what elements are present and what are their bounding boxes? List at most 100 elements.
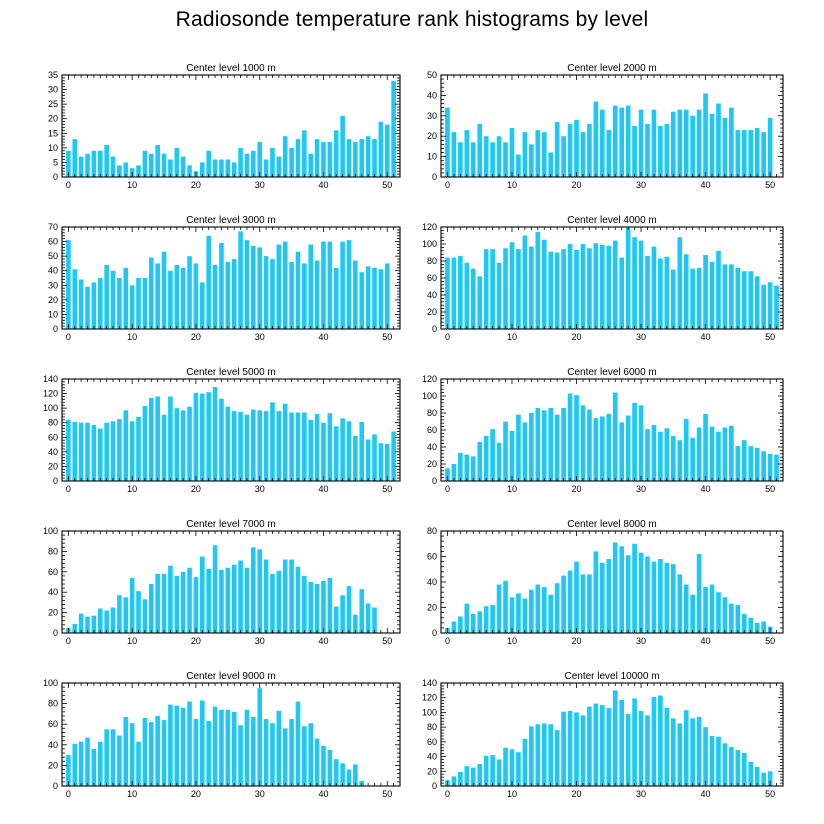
panel-title: Center level 10000 m [564,671,659,682]
y-tick-label: 20 [48,114,58,124]
histogram-bar [276,710,282,786]
histogram-bar [516,249,521,329]
histogram-bar [333,759,339,786]
x-tick-label: 0 [66,332,71,342]
histogram-bar [365,266,371,329]
histogram-bar [541,239,547,329]
histogram-bar [91,424,97,481]
panel-title: Center level 5000 m [186,367,276,378]
histogram-bar [619,422,625,481]
histogram-bar [104,264,109,329]
histogram-bar [683,584,689,633]
histogram-bar [238,147,243,177]
histogram-bar [85,616,90,633]
histogram-bar [651,109,657,177]
histogram-bar [658,126,663,177]
histogram-bar [638,710,644,786]
histogram-bar [231,411,237,481]
y-tick-label: 80 [48,418,58,428]
histogram-bar [696,427,702,481]
histogram-bar [257,247,262,329]
histogram-bar [606,130,612,177]
histogram-bar [321,745,326,786]
histogram-bar [535,130,541,177]
histogram-bar [212,387,218,481]
histogram-bar [251,716,256,786]
histogram-bar [161,720,167,786]
histogram-bar [632,543,637,633]
x-tick-label: 30 [255,484,265,494]
histogram-bar [612,105,618,177]
histogram-bar [619,546,625,633]
histogram-bar [365,439,371,481]
histogram-bar [516,593,521,633]
histogram-bar [142,718,148,786]
histogram-bar [522,598,528,633]
histogram-bar [703,413,708,481]
histogram-bar [180,707,186,786]
histogram-bar [458,142,463,177]
y-tick-label: 0 [432,476,437,486]
histogram-bar [612,240,618,329]
x-tick-label: 40 [318,636,328,646]
histogram-bar [451,621,457,633]
histogram-bar [257,688,262,786]
histogram-bar [696,553,702,633]
histogram-bar [503,248,508,329]
y-tick-label: 60 [427,425,437,435]
plot-frame [61,378,401,482]
histogram-bar [327,577,333,633]
histogram-bar [372,139,377,177]
panel-1: Center level 1000 m 0 10 20 30 40 50 0 5 10 15 20 25… [48,63,401,190]
x-tick-label: 30 [255,180,265,190]
histogram-bar [677,574,683,633]
histogram-bar [722,597,728,633]
histogram-bar [289,261,294,329]
histogram-bar [72,139,78,177]
histogram-bar [155,573,160,633]
histogram-bar [333,606,339,633]
histogram-bar [625,227,631,329]
histogram-bar [741,613,747,634]
histogram-bar [314,413,320,481]
histogram-bar [651,424,657,481]
histogram-bar [308,723,314,786]
x-tick-label: 30 [636,180,646,190]
panel-title: Center level 3000 m [186,215,276,226]
y-tick-label: 40 [427,290,437,300]
x-tick-label: 50 [765,484,775,494]
y-tick-label: 40 [48,587,58,597]
histogram-bar [359,139,365,177]
y-tick-label: 140 [422,678,437,688]
histogram-bar [282,241,288,329]
histogram-bar [148,722,154,786]
histogram-bar [664,708,670,786]
histogram-bar [464,262,470,329]
histogram-bar [302,575,307,633]
histogram-bar [168,159,173,177]
y-tick-label: 0 [53,324,58,334]
y-tick-label: 50 [48,251,58,261]
x-tick-label: 40 [701,484,711,494]
histogram-bar [522,132,528,177]
histogram-bar [219,398,224,481]
histogram-bar [677,237,683,329]
histogram-bar [142,599,148,633]
panel-title: Center level 9000 m [186,671,276,682]
histogram-bar [257,549,262,633]
histogram-bar [670,435,676,481]
histogram-bar [470,268,476,329]
y-tick-label: 80 [48,699,58,709]
histogram-bar [302,726,307,786]
histogram-bar [353,764,358,786]
histogram-bar [391,80,396,177]
histogram-bar [470,613,476,634]
histogram-bar [606,245,612,329]
histogram-bar [193,392,199,481]
y-tick-label: 60 [48,719,58,729]
histogram-bar [690,437,695,481]
histogram-bar [263,411,269,481]
histogram-bar [670,564,676,633]
histogram-bar [136,741,141,786]
histogram-bar [206,568,211,633]
